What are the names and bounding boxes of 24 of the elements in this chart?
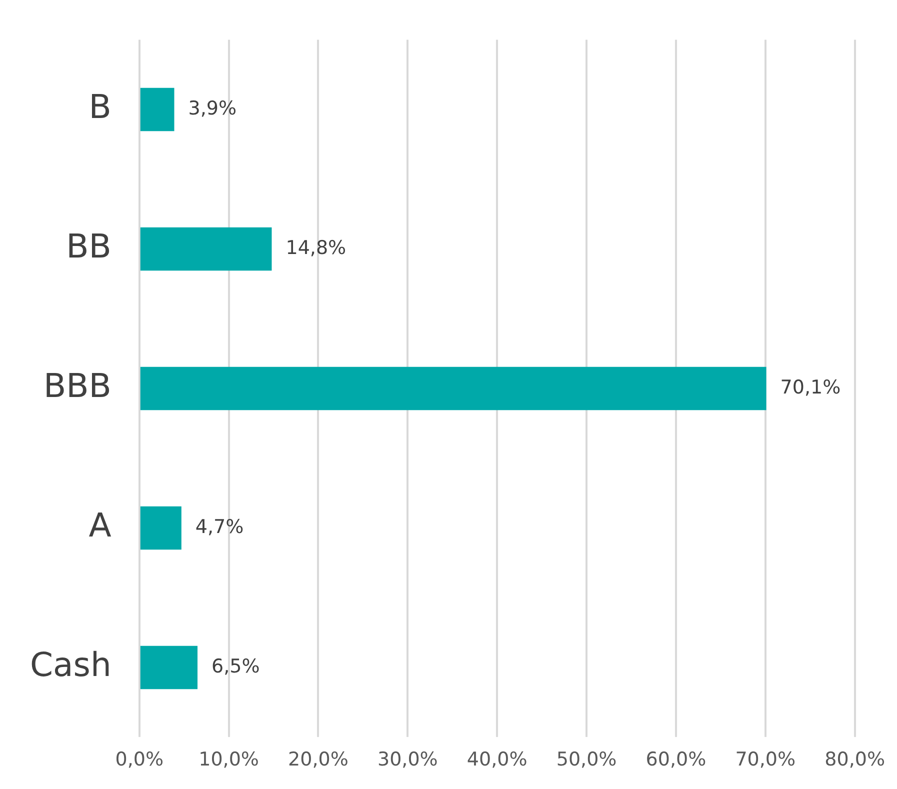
y-tick-label: BB [66,226,112,266]
bar [140,366,766,410]
bar [140,227,272,271]
bar [140,88,174,132]
x-tick-label: 10,0% [198,748,259,771]
data-label: 4,7% [195,516,244,538]
x-tick-label: 30,0% [377,748,438,771]
bar [140,506,182,550]
x-tick-label: 80,0% [824,748,885,771]
data-label: 14,8% [286,236,346,259]
x-tick-label: 0,0% [115,748,164,771]
y-tick-label: B [88,87,112,126]
bar [140,646,198,690]
x-tick-label: 40,0% [466,748,528,771]
x-tick-label: 70,0% [735,748,796,771]
y-tick-label: BBB [43,366,112,406]
data-label: 6,5% [212,655,260,678]
y-tick-label: A [88,506,112,545]
x-tick-label: 60,0% [646,748,706,771]
y-tick-label: Cash [30,645,112,684]
data-label: 3,9% [188,97,237,120]
data-label: 70,1% [780,376,841,398]
x-tick-label: 20,0% [288,748,348,771]
x-tick-label: 50,0% [556,748,617,771]
